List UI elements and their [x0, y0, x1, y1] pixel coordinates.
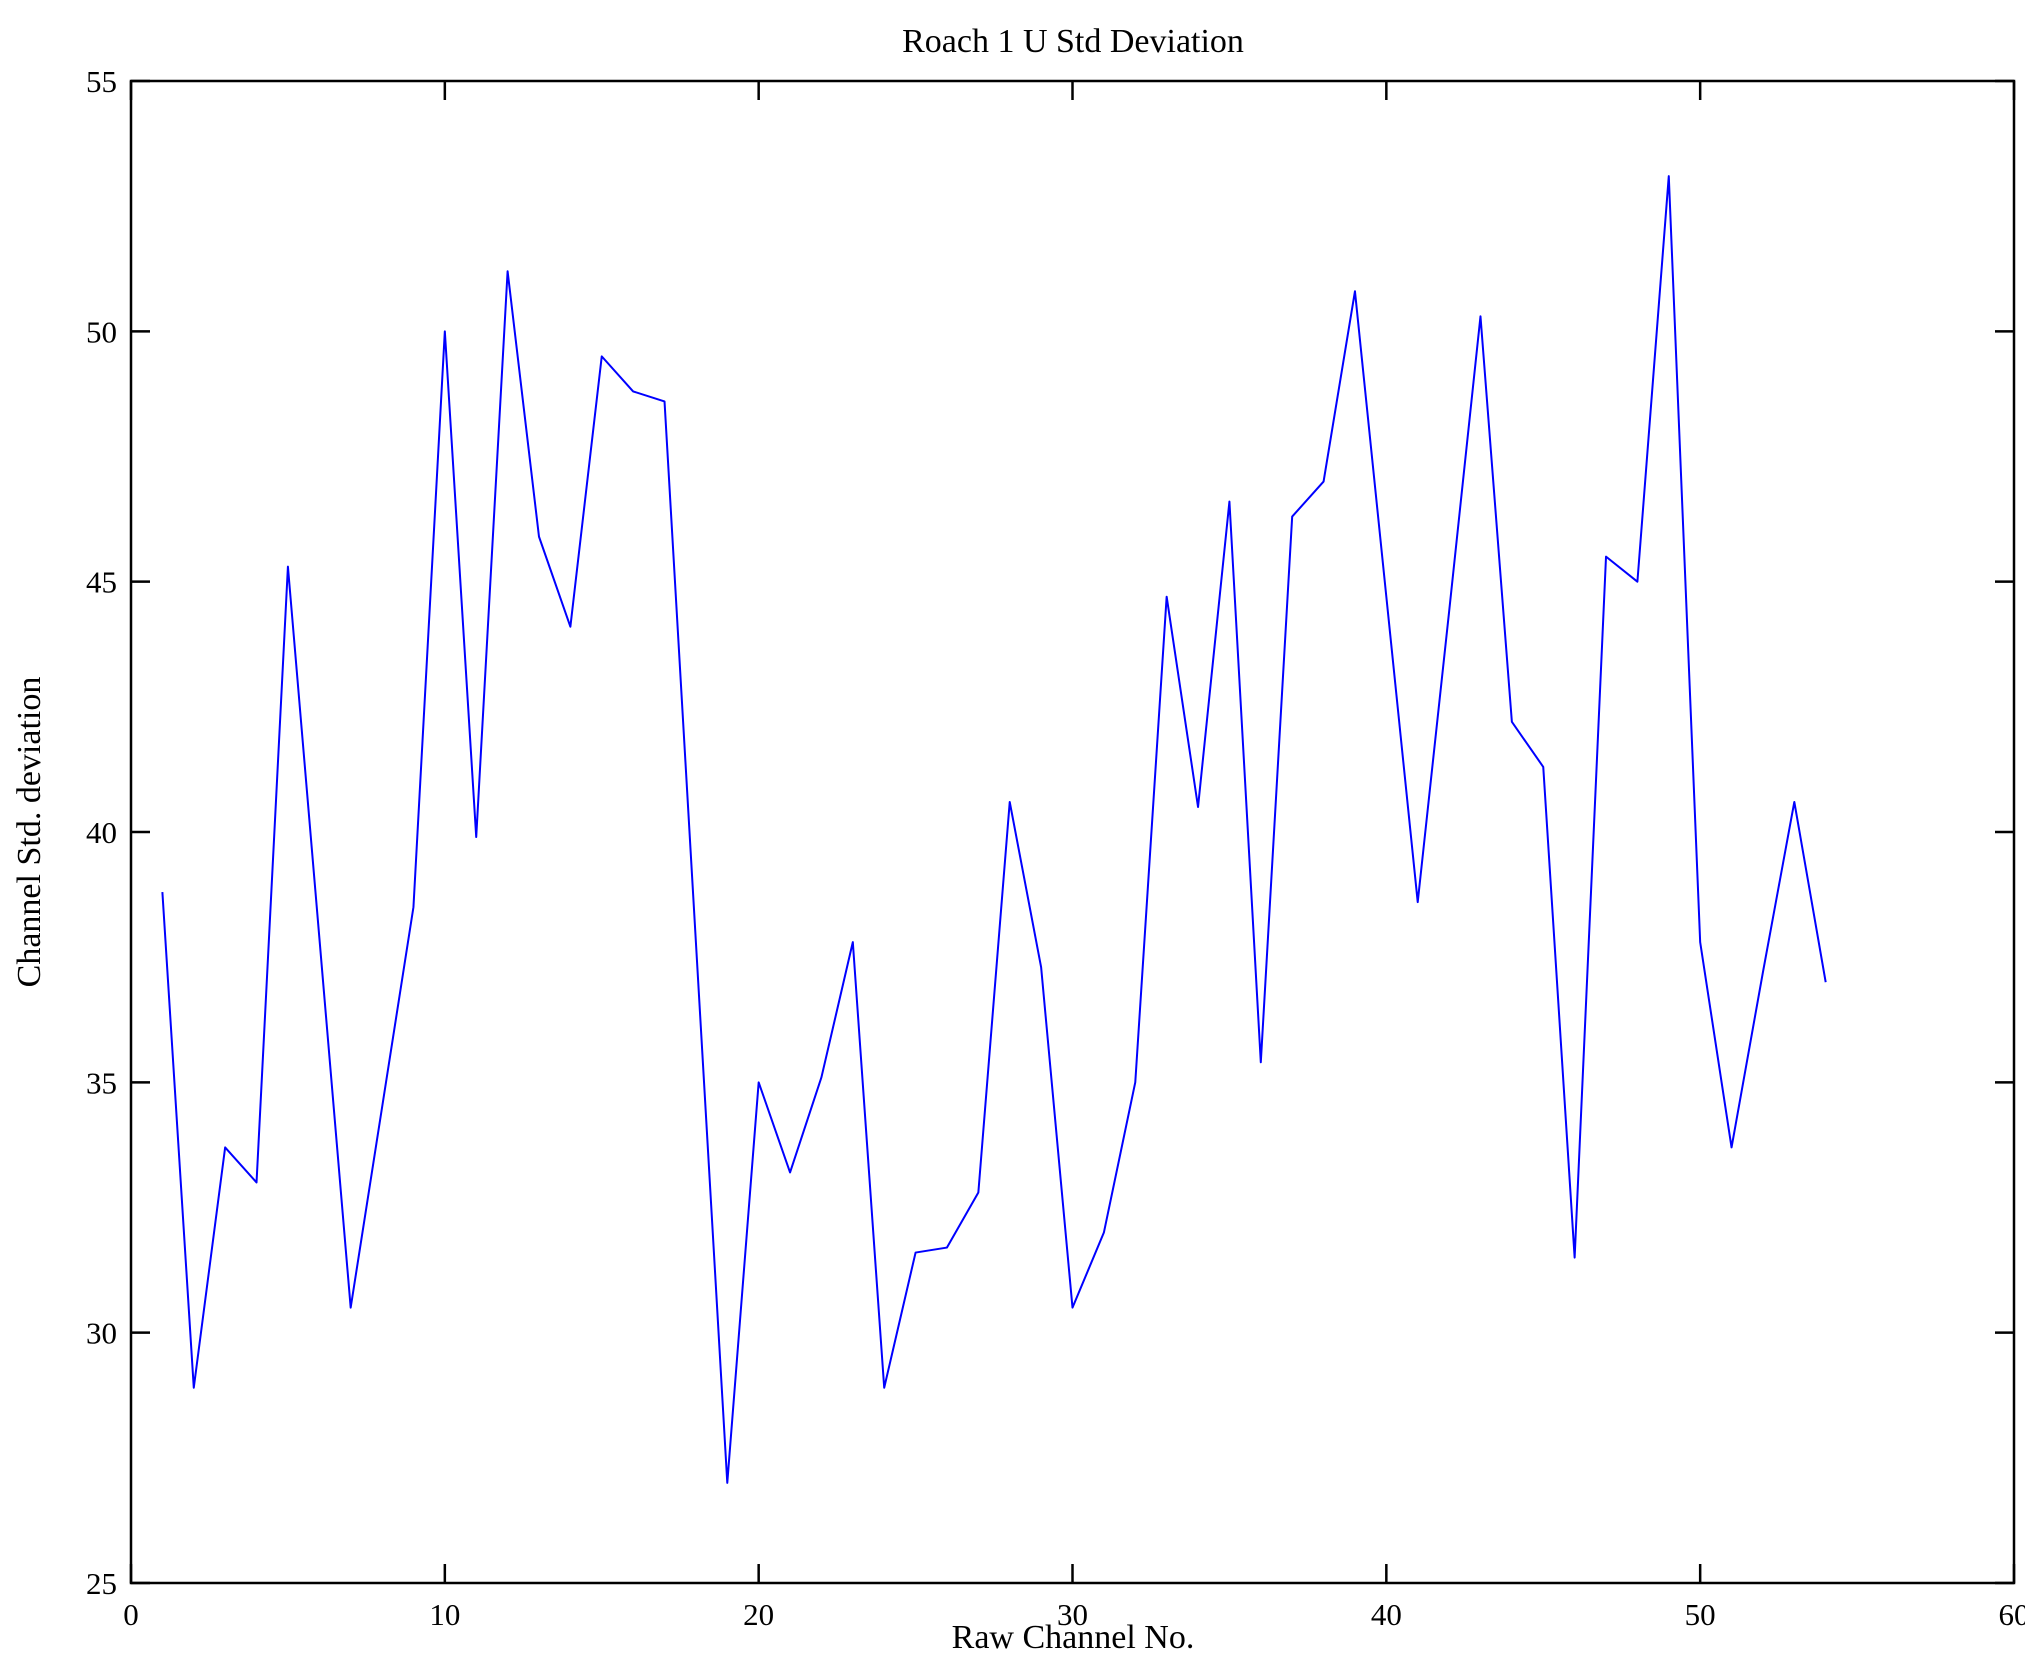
y-tick-label: 45 [86, 565, 117, 600]
plot-border [129, 79, 2016, 1585]
x-tick-label: 20 [743, 1597, 774, 1632]
x-tick-label: 10 [429, 1597, 460, 1632]
y-tick-label: 35 [86, 1065, 117, 1100]
axis-tick-labels: 0 10 20 30 40 50 60 25 30 35 40 45 50 55 [86, 64, 2025, 1632]
x-tick-label: 0 [123, 1597, 139, 1632]
y-axis-label: Channel Std. deviation [11, 677, 48, 988]
chart-title: Roach 1 U Std Deviation [902, 23, 1244, 60]
x-tick-label: 60 [1999, 1597, 2025, 1632]
y-tick-label: 50 [86, 314, 117, 349]
y-tick-label: 55 [86, 64, 117, 99]
y-tick-label: 30 [86, 1316, 117, 1351]
x-tick-label: 50 [1685, 1597, 1716, 1632]
x-tick-label: 40 [1371, 1597, 1402, 1632]
x-tick-label: 30 [1057, 1597, 1088, 1632]
data-series [161, 175, 1827, 1484]
y-tick-label: 40 [86, 815, 117, 850]
y-tick-label: 25 [86, 1566, 117, 1601]
axis-ticks [129, 79, 2016, 1585]
data-line [161, 175, 1827, 1484]
x-axis-label: Raw Channel No. [952, 1619, 1195, 1656]
